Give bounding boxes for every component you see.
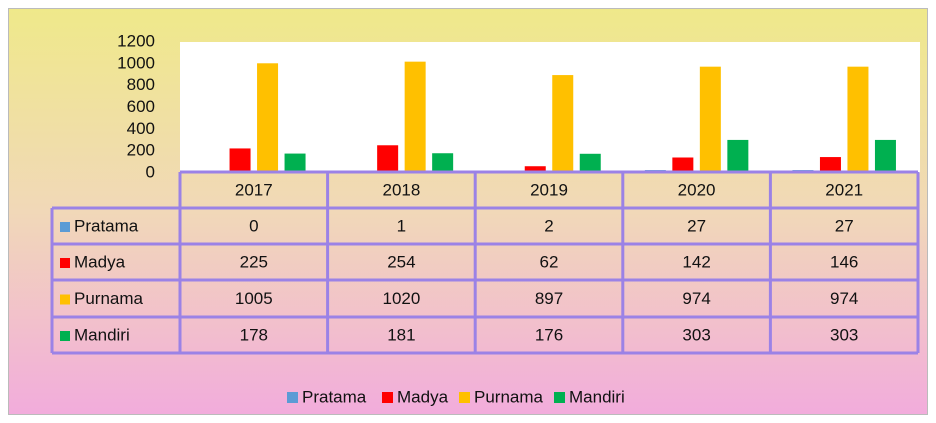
table-cell: 176	[535, 325, 563, 344]
table-cell: 254	[387, 252, 415, 271]
legend-label: Madya	[397, 387, 449, 406]
y-tick-label: 600	[127, 97, 155, 116]
table-cell: 1	[397, 216, 406, 235]
bar	[229, 148, 251, 173]
bar	[377, 145, 399, 173]
bar	[404, 61, 426, 173]
table-legend-key	[60, 294, 70, 305]
plot-area	[180, 42, 920, 173]
table-cell: 974	[682, 289, 710, 308]
bar	[672, 157, 694, 173]
table-header: 2019	[530, 180, 568, 199]
bar	[552, 75, 574, 173]
table-row-label: Madya	[74, 252, 126, 271]
bar	[579, 153, 601, 173]
bar	[819, 157, 841, 173]
table-cell: 897	[535, 289, 563, 308]
table-cell: 146	[830, 252, 858, 271]
bar	[699, 66, 721, 173]
table-row-label: Purnama	[74, 289, 144, 308]
table-cell: 303	[682, 325, 710, 344]
table-cell: 27	[835, 216, 854, 235]
table-row-label: Pratama	[74, 216, 139, 235]
legend-key	[287, 392, 298, 403]
table-cell: 974	[830, 289, 858, 308]
y-tick-label: 1200	[117, 31, 155, 50]
table-cell: 2	[544, 216, 553, 235]
table-cell: 225	[240, 252, 268, 271]
bar	[284, 153, 306, 173]
table-cell: 1005	[235, 289, 273, 308]
bar	[432, 153, 454, 173]
table-legend-key	[60, 258, 70, 268]
table-cell: 62	[540, 252, 559, 271]
table-cell: 178	[240, 325, 268, 344]
legend-label: Purnama	[474, 387, 544, 406]
legend-key	[382, 392, 393, 403]
table-cell: 1020	[382, 289, 420, 308]
table-header: 2020	[678, 180, 716, 199]
bar	[257, 63, 279, 173]
bar	[727, 139, 749, 173]
y-tick-label: 800	[127, 75, 155, 94]
legend-key	[554, 392, 565, 403]
legend-label: Mandiri	[569, 387, 625, 406]
bar	[874, 139, 896, 173]
table-header: 2018	[382, 180, 420, 199]
y-tick-label: 200	[127, 141, 155, 160]
legend-key	[459, 392, 470, 403]
y-tick-label: 400	[127, 119, 155, 138]
table-row-label: Mandiri	[74, 325, 130, 344]
y-tick-label: 1000	[117, 53, 155, 72]
table-cell: 303	[830, 325, 858, 344]
bar	[847, 66, 869, 173]
legend-label: Pratama	[302, 387, 367, 406]
table-header: 2021	[825, 180, 863, 199]
table-cell: 181	[387, 325, 415, 344]
table-legend-key	[60, 331, 70, 341]
y-tick-label: 0	[146, 162, 155, 181]
table-legend-key	[60, 222, 70, 232]
table-cell: 0	[249, 216, 258, 235]
table-header: 2017	[235, 180, 273, 199]
table-cell: 27	[687, 216, 706, 235]
bar	[524, 166, 546, 173]
table-cell: 142	[682, 252, 710, 271]
